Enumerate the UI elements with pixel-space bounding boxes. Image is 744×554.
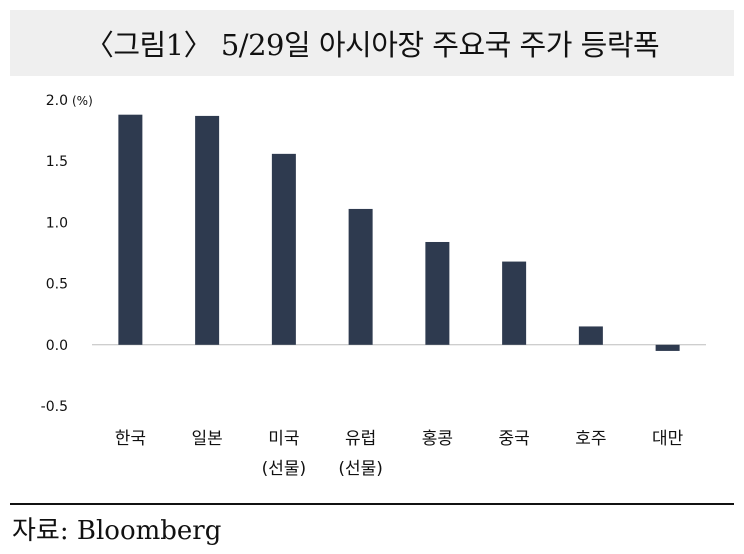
y-tick-label: 0.5 <box>46 277 68 293</box>
bottom-divider <box>10 503 734 505</box>
bar-6 <box>578 326 603 345</box>
x-category-label: 호주 <box>575 429 606 449</box>
y-unit-label: (%) <box>72 94 93 108</box>
bar-chart: 2.0 1.5 1.0 0.5 0.0 -0.5 (%) 한국 일본 미국 (선물) 유럽 (선물) 홍콩… <box>41 93 706 479</box>
y-tick-label: 1.0 <box>46 215 68 231</box>
x-category-label: 중국 <box>498 429 529 449</box>
bar-2 <box>271 153 296 345</box>
title-bar: 〈그림1〉 5/29일 아시아장 주요국 주가 등락폭 <box>10 10 734 76</box>
x-category-label: (선물) <box>262 459 307 479</box>
y-tick-label: 1.5 <box>46 154 68 170</box>
bar-4 <box>425 241 450 345</box>
y-tick-label: -0.5 <box>41 399 68 415</box>
source-note: 자료: Bloomberg <box>12 516 222 546</box>
bar-0 <box>118 114 143 345</box>
chart-area: 2.0 1.5 1.0 0.5 0.0 -0.5 (%) 한국 일본 미국 (선물) 유럽 (선물) 홍콩… <box>0 80 744 500</box>
x-category-label: 미국 <box>268 429 299 449</box>
bar-7 <box>655 344 680 351</box>
chart-title: 〈그림1〉 5/29일 아시아장 주요국 주가 등락폭 <box>84 28 660 62</box>
bar-3 <box>348 208 373 345</box>
y-tick-label: 0.0 <box>46 338 68 354</box>
x-category-label: 일본 <box>191 429 222 449</box>
x-category-label: 홍콩 <box>422 429 453 449</box>
x-category-label: 유럽 <box>345 429 376 449</box>
x-category-label: (선물) <box>338 459 383 479</box>
bar-5 <box>502 261 527 345</box>
y-tick-label: 2.0 <box>46 93 68 109</box>
x-category-label: 한국 <box>115 429 146 449</box>
x-category-label: 대만 <box>652 429 684 449</box>
bar-1 <box>195 115 220 345</box>
